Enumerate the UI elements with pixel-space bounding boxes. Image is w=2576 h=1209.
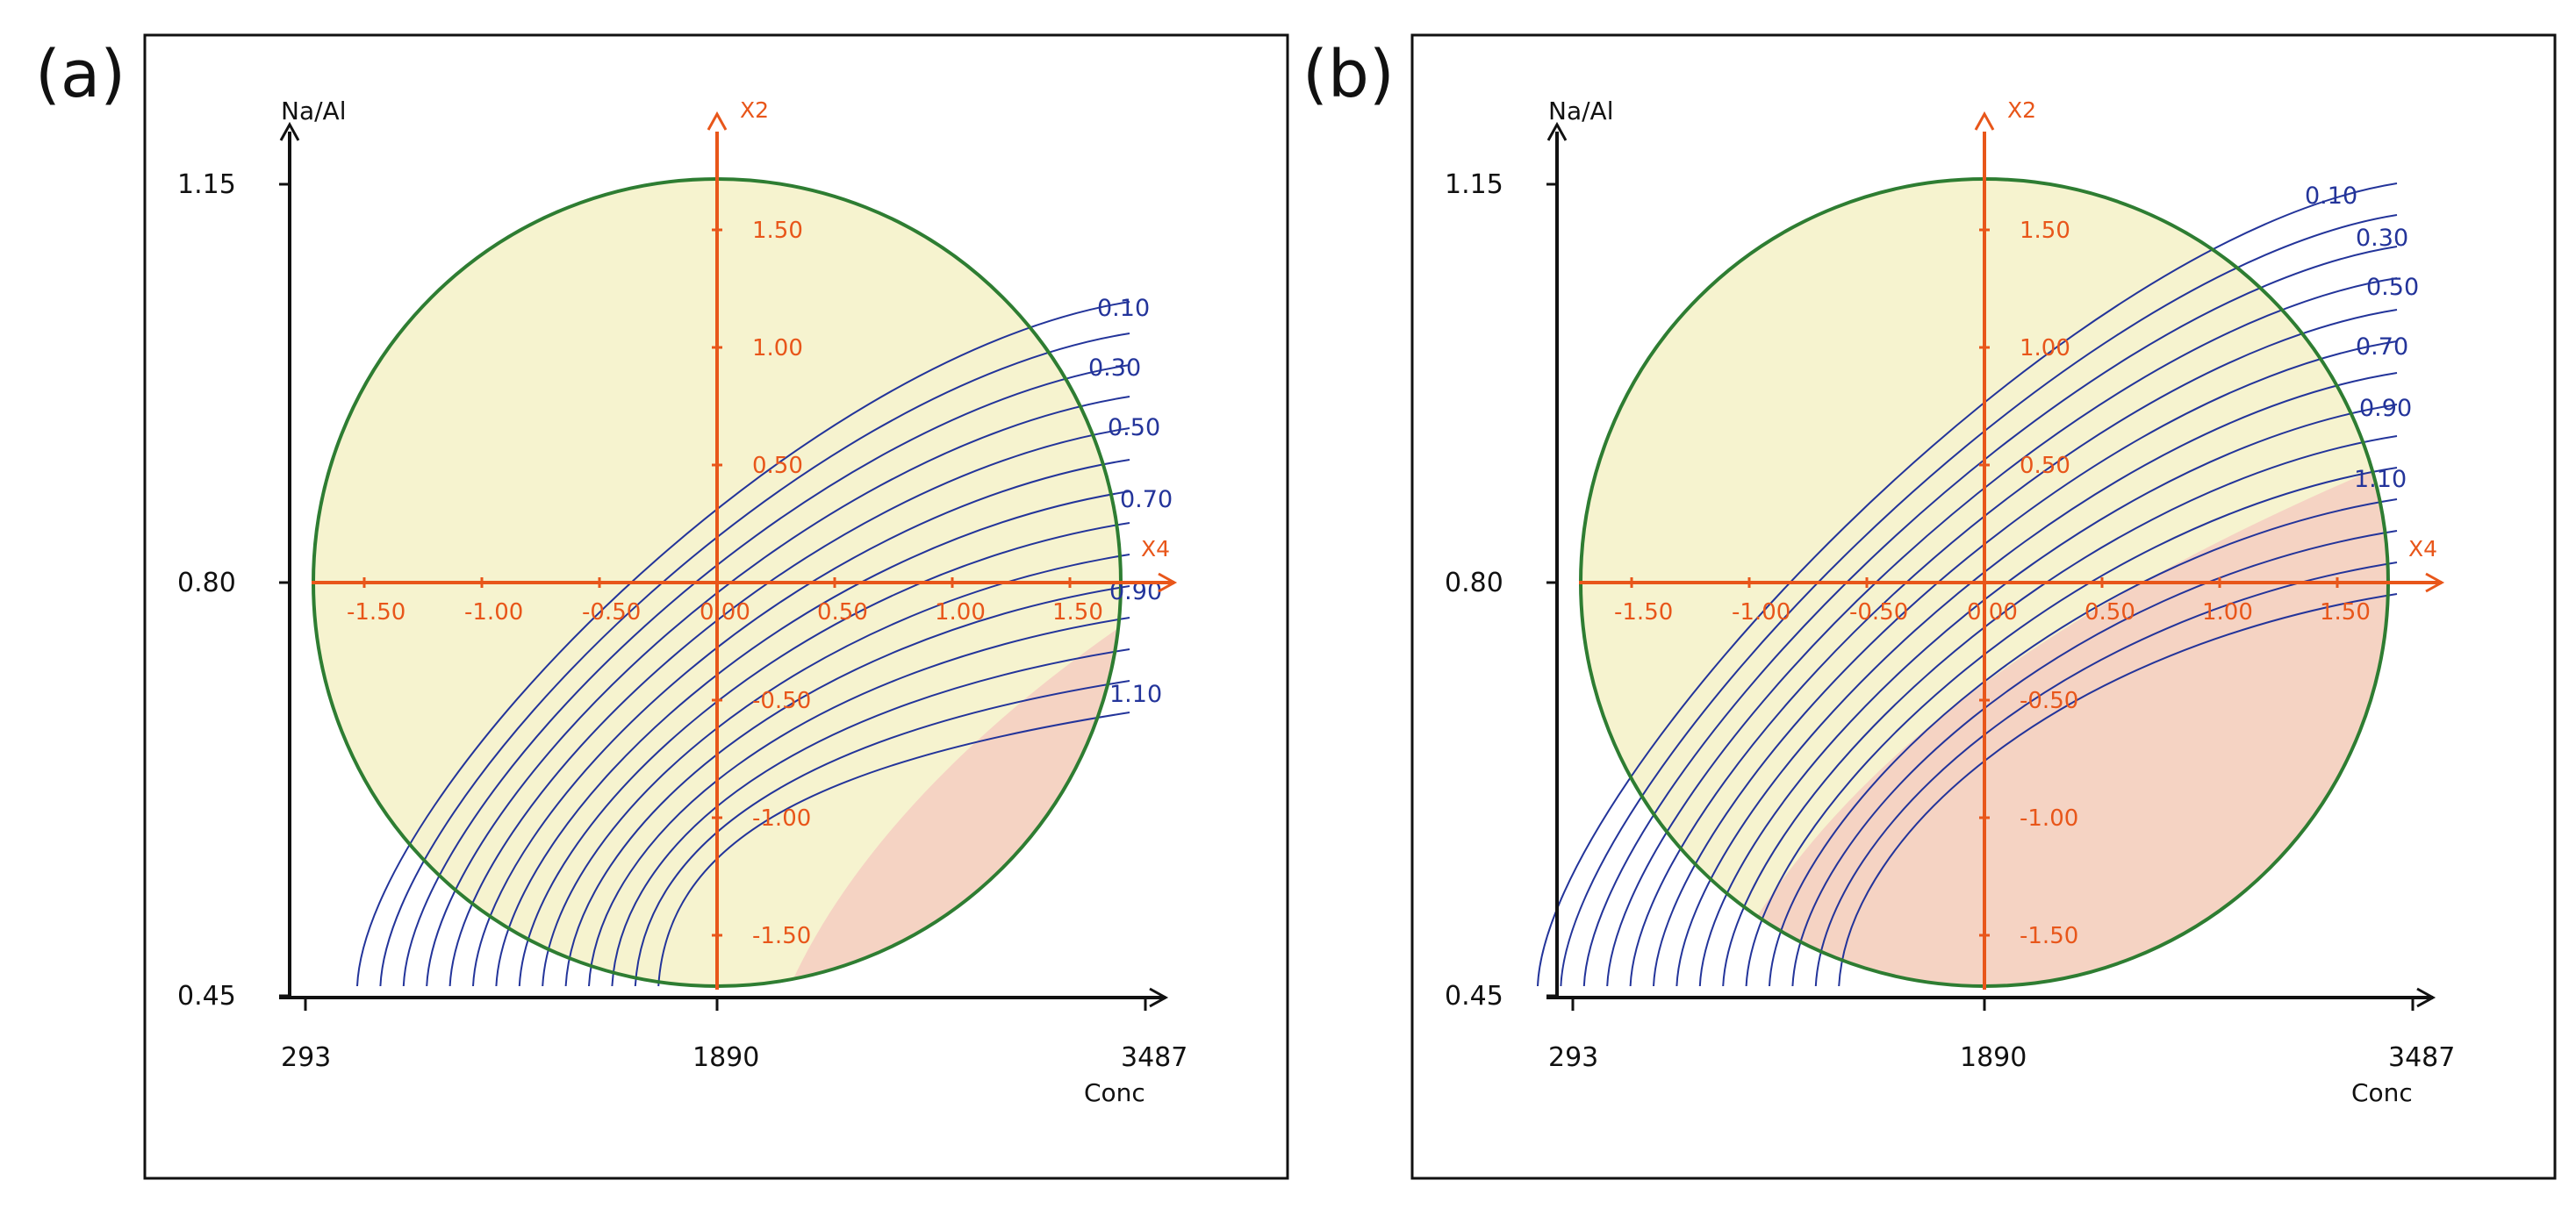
x-tick-label: 293 [1548,1042,1598,1073]
x-axis-label: Conc [2351,1078,2413,1107]
y-axis-label: Na/Al [1548,97,1613,125]
y-tick-label: 0.45 [1445,981,1503,1012]
contour-line [1653,340,2398,987]
coded-y-tick-label: -1.50 [2020,923,2078,949]
coded-x-tick-label: 1.50 [2320,599,2371,626]
coded-x-label: X4 [1141,536,1170,562]
contour-line [1537,182,2398,987]
contour-line [1791,530,2398,987]
y-axis-label: Na/Al [281,97,346,125]
coded-x-label: X4 [2408,536,2437,562]
contour-label: 0.30 [1088,354,1141,382]
contour-line [356,301,1130,987]
contour-line [1769,498,2398,987]
coded-y-arrow [1974,111,1995,131]
x-tick-label: 3487 [2388,1042,2455,1073]
coded-y-label: X2 [2007,97,2036,123]
x-tick-label: 293 [281,1042,331,1073]
coded-x-tick-label: 1.00 [935,599,986,626]
contour-label: 1.10 [2354,466,2407,493]
contour-line [564,585,1130,987]
coded-x-tick-label: -1.00 [1732,599,1790,626]
contour-line [379,333,1130,987]
contour-line [634,680,1130,987]
contour-line [1675,372,2398,987]
coded-x-tick-label: 1.00 [2202,599,2253,626]
coded-y-tick-label: 1.50 [752,218,803,244]
x-tick-label: 3487 [1121,1042,1188,1073]
coded-y-tick-label: 1.00 [752,335,803,361]
coded-y-tick-label: -1.50 [752,923,811,949]
contour-line [1629,309,2398,987]
contour-lines [356,301,1130,987]
y-tick-label: 1.15 [177,169,236,200]
coded-x-arrow [1158,572,1178,593]
contour-line [588,617,1130,987]
panel-b: (b) 0.10 0.30 0.50 0.70 0.90 1.10 X4 X2 -1.50 -1.0… [1302,33,2557,1180]
coded-x-tick-label: -0.50 [582,599,641,626]
contour-label: 0.90 [2359,395,2412,422]
coded-x-tick-label: 0.50 [2084,599,2135,626]
coded-y-tick-label: 0.50 [752,453,803,479]
contour-line [1838,593,2398,987]
contour-line [472,459,1130,987]
contour-line [495,490,1130,987]
contour-label: 0.10 [1097,295,1150,322]
y-tick-label: 1.15 [1445,169,1503,200]
coded-y-tick-label: 0.50 [2020,453,2070,479]
contour-line [1606,277,2398,987]
coded-x-tick-label: -1.50 [1614,599,1673,626]
panel-label: (a) [35,37,126,112]
y-tick-label: 0.45 [177,981,236,1012]
y-tick-label: 0.80 [177,568,236,598]
coded-y-arrow [707,111,728,131]
coded-y-tick-label: 1.50 [2020,218,2070,244]
x-tick-label: 1890 [692,1042,759,1073]
coded-y-tick-label: 1.00 [2020,335,2070,361]
contour-label: 0.70 [2356,333,2408,361]
coded-y-label: X2 [740,97,769,123]
y-axis-arrow [279,121,300,141]
contour-line [1722,435,2398,987]
contour-line [448,427,1130,987]
coded-x-tick-label: 0.00 [700,599,750,626]
x-axis-arrow [1149,987,1169,1008]
contour-line [1745,467,2398,987]
coded-x-arrow [2425,572,2445,593]
coded-x-tick-label: 0.00 [1967,599,2018,626]
coded-x-tick-label: -1.00 [464,599,523,626]
coded-y-tick-label: -1.00 [752,805,811,832]
y-tick-label: 0.80 [1445,568,1503,598]
coded-x-tick-label: -0.50 [1849,599,1908,626]
panel-label: (b) [1302,37,1395,112]
contour-label: 0.10 [2305,182,2357,210]
coded-y-tick-label: -1.00 [2020,805,2078,832]
contour-line [1698,404,2398,987]
coded-y-tick-label: -0.50 [752,688,811,714]
coded-x-tick-label: -1.50 [347,599,405,626]
y-axis-arrow [1546,121,1568,141]
contour-line [1582,246,2398,987]
contour-label: 1.10 [1109,681,1162,708]
x-tick-label: 1890 [1960,1042,2027,1073]
contour-line [1560,214,2398,987]
coded-y-tick-label: -0.50 [2020,688,2078,714]
contour-line [518,522,1130,987]
contour-label: 0.30 [2356,225,2408,252]
contour-line [611,648,1130,987]
coded-x-tick-label: 1.50 [1052,599,1103,626]
x-axis-arrow [2416,987,2436,1008]
contour-line [657,712,1130,987]
contour-label: 0.70 [1120,486,1173,513]
contour-label: 0.50 [1108,414,1160,441]
contour-line [402,364,1130,987]
x-axis-label: Conc [1084,1078,1145,1107]
contour-line [426,396,1130,987]
coded-x-tick-label: 0.50 [817,599,868,626]
contour-label: 0.50 [2366,274,2419,301]
contour-line [542,554,1130,987]
